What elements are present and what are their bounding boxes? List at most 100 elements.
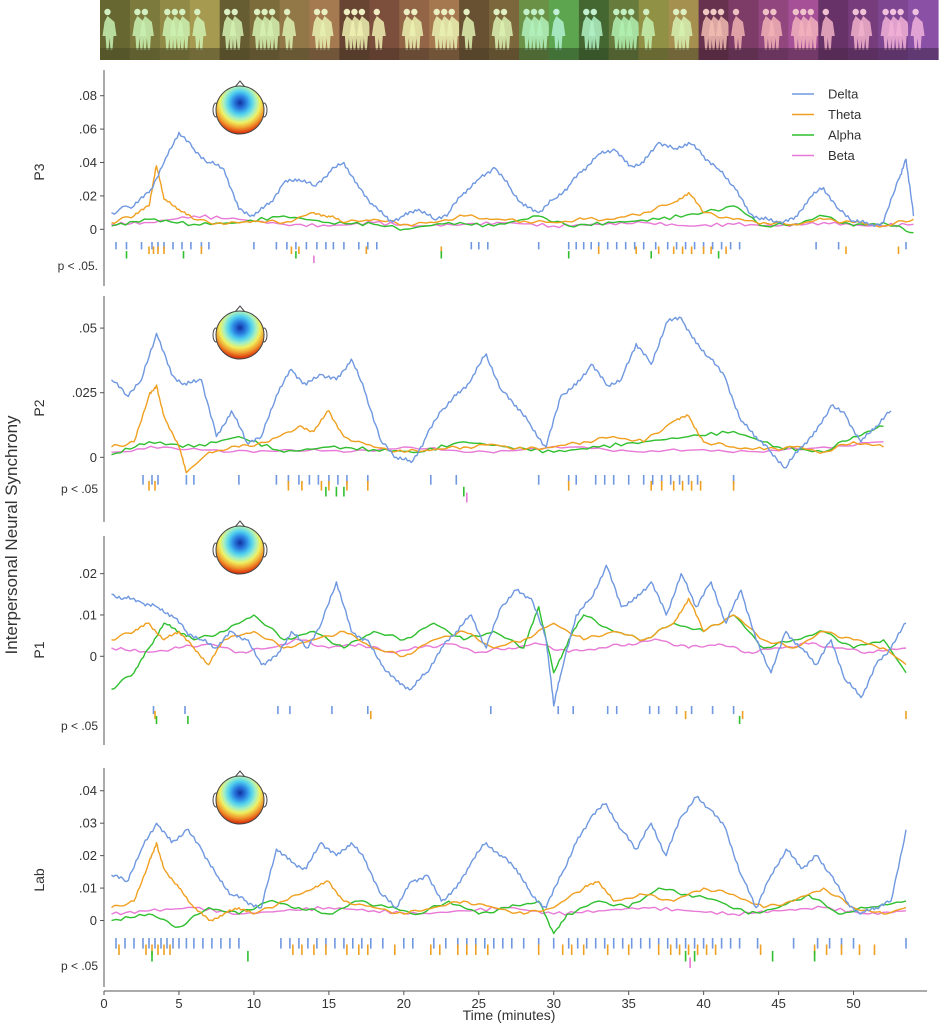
dancer-head — [448, 8, 455, 16]
dancer-figure — [588, 16, 603, 50]
dancer-head — [411, 8, 418, 16]
x-axis: 0 5 10 15 20 25 30 35 40 45 50 — [100, 990, 927, 1011]
dancer-head — [500, 8, 508, 16]
dancer-head — [104, 8, 111, 16]
dancer-head — [613, 8, 620, 16]
y-tick-label: .08 — [79, 88, 97, 103]
y-tick-label: 0 — [90, 649, 97, 664]
series-line-theta — [111, 384, 884, 474]
head-outline — [215, 775, 265, 825]
panels: 0 .02 .04 .06 .08 P3 p < .05. 0 .025 .05 P2 p < .05… — [31, 70, 915, 987]
significance-label: p < .05 — [61, 482, 98, 496]
dancer-head — [770, 8, 777, 16]
dancer-head — [590, 8, 597, 16]
stage-floor — [758, 48, 789, 60]
scalp-topography-map — [212, 770, 268, 825]
y-tick-label: 0 — [90, 222, 97, 237]
stage-floor — [519, 48, 550, 60]
dancer-figure — [626, 16, 641, 50]
significance-label: p < .05 — [61, 959, 98, 973]
dancer-figure — [229, 16, 244, 50]
stage-floor — [279, 48, 311, 60]
series-line-theta — [111, 842, 907, 922]
dancer-head — [194, 8, 201, 16]
dancer-figure — [731, 16, 745, 50]
y-tick-label: .05 — [79, 321, 97, 336]
y-tick-label: .02 — [79, 188, 97, 203]
dancer-head — [433, 8, 440, 16]
dancer-head — [313, 8, 321, 16]
y-tick-label: .04 — [79, 783, 97, 798]
dancer-head — [553, 8, 560, 16]
dancer-figure — [641, 16, 656, 50]
series-line-beta — [111, 441, 884, 454]
dancer-head — [882, 8, 889, 16]
head-nose — [234, 770, 246, 778]
dancer-head — [717, 8, 725, 16]
dancer-head — [373, 8, 380, 16]
dancer-figure — [102, 16, 117, 50]
dancer-figure — [536, 16, 551, 50]
dancer-head — [672, 8, 680, 16]
series-line-beta — [111, 638, 907, 654]
y-axis-label: Interpersonal Neural Synchrony — [2, 415, 21, 655]
stage-floor — [219, 48, 251, 60]
dancer-head — [179, 8, 186, 16]
dancer-head — [732, 8, 740, 16]
head-outline — [215, 310, 265, 360]
dancer-figure — [551, 16, 566, 50]
dancer-figure — [371, 16, 386, 50]
y-tick-label: 0 — [90, 913, 97, 928]
y-tick-label: .01 — [79, 881, 97, 896]
dancer-head — [643, 8, 650, 16]
dancer-head — [351, 8, 358, 16]
dancer-head — [261, 8, 268, 16]
x-tick-label: 5 — [175, 996, 182, 1011]
y-tick-label: .03 — [79, 816, 97, 831]
dancer-head — [141, 8, 149, 16]
head-nose — [234, 520, 246, 528]
head-nose — [234, 305, 246, 313]
dancer-head — [860, 8, 867, 16]
stage-floor — [638, 48, 670, 60]
series-line-theta — [111, 597, 907, 666]
dancer-figure — [768, 16, 783, 50]
y-tick-label: .06 — [79, 122, 97, 137]
dancer-head — [164, 8, 171, 16]
dancer-head — [171, 8, 178, 16]
scalp-topography-map — [212, 305, 268, 360]
dancer-head — [889, 8, 897, 16]
scalp-topography-map — [212, 520, 268, 575]
legend-label-beta: Beta — [828, 148, 856, 163]
stage-floor — [788, 48, 819, 60]
dancer-head — [852, 8, 859, 16]
stage-floor — [548, 48, 580, 60]
dancer-head — [283, 8, 291, 16]
series-line-delta — [111, 795, 907, 915]
stage-floor — [429, 48, 460, 60]
dancer-figure — [461, 16, 476, 50]
dancer-head — [702, 8, 710, 16]
x-tick-label: 40 — [696, 996, 710, 1011]
dancer-figure — [409, 16, 424, 50]
dancer-figure — [716, 16, 730, 50]
panel-title: Lab — [31, 868, 47, 892]
stage-floor — [878, 48, 909, 60]
dancer-head — [792, 8, 799, 16]
stage-floor — [668, 48, 700, 60]
x-tick-label: 25 — [472, 996, 486, 1011]
dancer-head — [807, 8, 814, 16]
dancer-figure — [319, 16, 334, 50]
dancer-head — [231, 8, 238, 16]
dancer-head — [822, 8, 829, 16]
y-tick-label: .01 — [79, 607, 97, 622]
stage-floor — [369, 48, 400, 60]
dancer-head — [441, 8, 448, 16]
x-tick-label: 30 — [546, 996, 560, 1011]
head-nose — [234, 80, 246, 88]
legend-label-delta: Delta — [828, 87, 859, 102]
dancer-figure — [446, 16, 461, 50]
dancer-figure — [820, 16, 835, 50]
panel-title: P1 — [31, 641, 47, 658]
dancer-head — [680, 8, 687, 16]
